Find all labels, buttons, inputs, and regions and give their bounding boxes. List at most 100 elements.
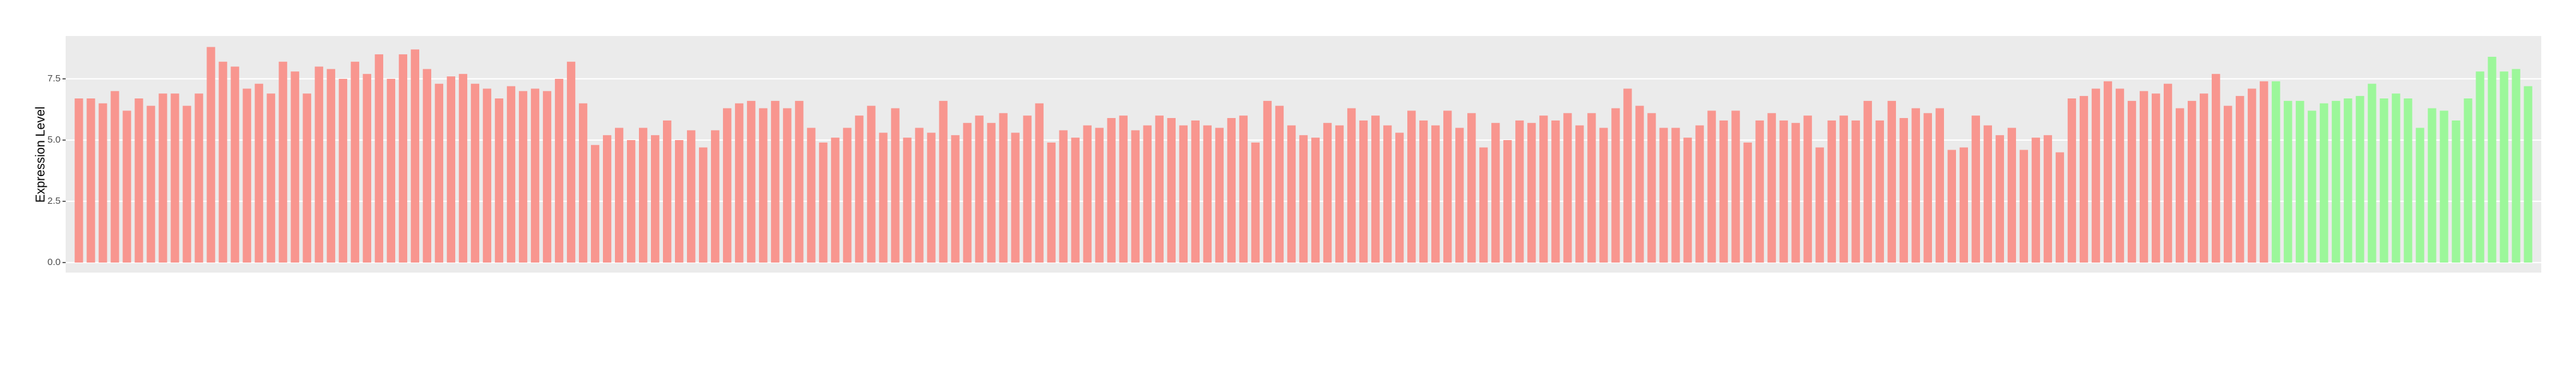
bar [170, 93, 179, 263]
bar [1227, 118, 1236, 263]
bar [2007, 127, 2017, 263]
bar [975, 115, 984, 263]
bar [1239, 115, 1248, 263]
bar [951, 135, 960, 263]
bar [2476, 71, 2484, 263]
bar [2296, 100, 2305, 263]
bar [1587, 113, 1596, 263]
bar [1143, 125, 1152, 263]
bar [1803, 115, 1812, 263]
bar [2187, 100, 2197, 263]
bar [759, 108, 768, 263]
y-tick-label: 0.0 [47, 257, 61, 268]
bar [1851, 120, 1860, 263]
bar [903, 138, 912, 263]
bar [1191, 120, 1200, 263]
bar [386, 78, 395, 263]
bar [1023, 115, 1032, 263]
bar [1875, 120, 1884, 263]
bar [638, 127, 648, 263]
bar [2260, 81, 2269, 263]
bar [2488, 56, 2496, 263]
bar [2019, 150, 2029, 263]
bar [146, 105, 155, 263]
bar [1923, 113, 1932, 263]
bar [1815, 147, 1824, 263]
bar [2163, 83, 2173, 263]
bar [2067, 98, 2077, 263]
bar [1155, 115, 1164, 263]
bar [1623, 88, 1632, 263]
bar [1167, 118, 1176, 263]
bar [1359, 120, 1368, 263]
bar [134, 98, 143, 263]
bar [1827, 120, 1836, 263]
bar [362, 74, 371, 263]
bar [879, 133, 888, 263]
bar [1647, 113, 1656, 263]
bar [2356, 96, 2364, 263]
bar [1839, 115, 1848, 263]
bar [1275, 105, 1284, 263]
bar [542, 91, 552, 263]
y-tick-label: 2.5 [47, 196, 61, 206]
bar [819, 142, 828, 263]
bar [2344, 98, 2352, 263]
bar [2031, 138, 2041, 263]
bar [1683, 138, 1692, 263]
bar [290, 71, 299, 263]
y-tick-label: 5.0 [47, 134, 61, 145]
bar [2272, 81, 2281, 263]
bar [747, 100, 756, 263]
bar [398, 54, 407, 263]
bar [1383, 125, 1392, 263]
bar [350, 61, 359, 263]
bar [182, 105, 191, 263]
bar [1395, 133, 1404, 263]
bar [927, 133, 936, 263]
bar [578, 103, 588, 263]
bar [1071, 138, 1080, 263]
bar [2103, 81, 2113, 263]
bar [1971, 115, 1981, 263]
bar [494, 98, 504, 263]
bar [963, 122, 972, 263]
bar [1323, 122, 1332, 263]
bar [1083, 125, 1092, 263]
bar [1731, 110, 1740, 263]
bar [1755, 120, 1764, 263]
bar [843, 127, 852, 263]
bar [1311, 138, 1320, 263]
bar [1719, 120, 1728, 263]
bar [2308, 110, 2317, 263]
bar [675, 139, 684, 263]
bar [1635, 105, 1644, 263]
bar [2464, 98, 2472, 263]
bar [1107, 118, 1116, 263]
bar [663, 120, 672, 263]
bar [470, 83, 480, 263]
bar [2248, 88, 2257, 263]
bar [614, 127, 624, 263]
bar [1563, 113, 1572, 263]
bar [338, 78, 347, 263]
bar [2151, 93, 2161, 263]
bar [735, 103, 744, 263]
bar [626, 139, 636, 263]
bar [434, 83, 444, 263]
bar [458, 74, 468, 263]
bar [687, 130, 696, 263]
bar [2091, 88, 2101, 263]
bar [1911, 108, 1920, 263]
bar [86, 98, 95, 263]
bar [1179, 125, 1188, 263]
bar [75, 98, 83, 263]
bar [2212, 74, 2221, 263]
bar [2440, 110, 2448, 263]
bar [98, 103, 107, 263]
bar [1743, 142, 1752, 263]
bar [723, 108, 732, 263]
bar [2332, 100, 2340, 263]
bar [530, 88, 540, 263]
